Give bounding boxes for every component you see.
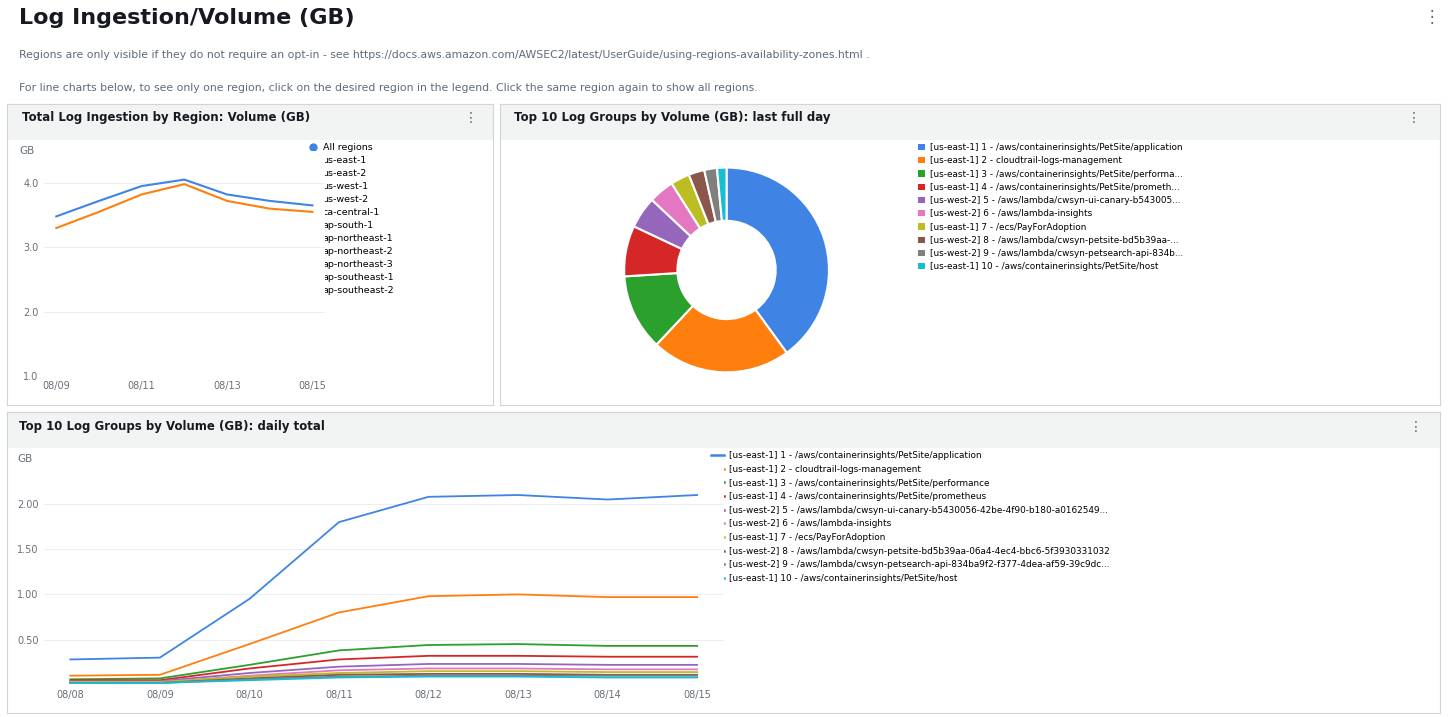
Text: Log Ingestion/Volume (GB): Log Ingestion/Volume (GB)	[19, 9, 354, 29]
Bar	[500, 104, 1440, 140]
Bar	[7, 412, 1440, 448]
Text: ⋮: ⋮	[1408, 420, 1422, 434]
Wedge shape	[726, 168, 829, 353]
Text: For line charts below, to see only one region, click on the desired region in th: For line charts below, to see only one r…	[19, 83, 757, 93]
Text: GB: GB	[19, 146, 35, 156]
Wedge shape	[671, 175, 709, 229]
Wedge shape	[657, 305, 787, 372]
Wedge shape	[625, 273, 693, 345]
Bar	[7, 104, 493, 140]
Wedge shape	[634, 200, 690, 249]
Legend: [us-east-1] 1 - /aws/containerinsights/PetSite/application, [us-east-1] 2 - clou: [us-east-1] 1 - /aws/containerinsights/P…	[918, 143, 1183, 272]
Text: Total Log Ingestion by Region: Volume (GB): Total Log Ingestion by Region: Volume (G…	[22, 112, 310, 125]
Wedge shape	[705, 168, 722, 222]
Text: Top 10 Log Groups by Volume (GB): last full day: Top 10 Log Groups by Volume (GB): last f…	[515, 112, 831, 125]
Wedge shape	[624, 227, 682, 276]
Legend: All regions, us-east-1, us-east-2, us-west-1, us-west-2, ca-central-1, ap-south-: All regions, us-east-1, us-east-2, us-we…	[313, 143, 394, 295]
Text: GB: GB	[17, 455, 32, 465]
Wedge shape	[716, 168, 726, 221]
Text: ⋮: ⋮	[464, 112, 477, 125]
Legend: [us-east-1] 1 - /aws/containerinsights/PetSite/application, [us-east-1] 2 - clou: [us-east-1] 1 - /aws/containerinsights/P…	[710, 451, 1109, 583]
Text: ⋮: ⋮	[1424, 9, 1440, 27]
Text: ⋮: ⋮	[1406, 112, 1421, 125]
Wedge shape	[689, 170, 716, 224]
Text: Top 10 Log Groups by Volume (GB): daily total: Top 10 Log Groups by Volume (GB): daily …	[19, 420, 325, 433]
Wedge shape	[652, 184, 700, 237]
Text: Regions are only visible if they do not require an opt-in - see https://docs.aws: Regions are only visible if they do not …	[19, 50, 869, 60]
